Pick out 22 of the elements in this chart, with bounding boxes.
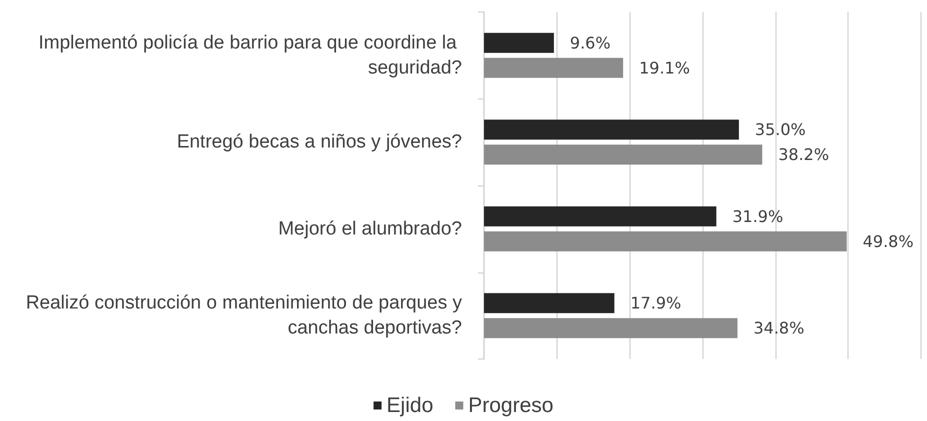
data-label: 49.8% [862,232,914,251]
data-label: 38.2% [778,145,830,164]
y-tick-label: Entregó becas a niños y jóvenes? [176,132,462,153]
data-label: 31.9% [732,206,784,226]
bar [484,231,847,252]
bar [484,206,716,226]
bar [484,318,738,338]
y-tick-label: Mejoró el alumbrado? [278,218,462,240]
y-tick-label: Implementó policía de barrio para que coordine la seguridad? [38,32,462,78]
legend-label: Ejido [386,394,434,417]
data-label: 35.0% [754,120,806,140]
y-tick-label: Realizó construcción o mantenimiento de parques y canchas deportivas? [26,292,462,339]
data-label: 17.9% [630,294,682,313]
data-label: 34.8% [753,318,804,338]
data-label: 19.1% [639,58,690,78]
bar [484,120,739,140]
bar [484,144,762,165]
legend-label: Progreso [468,394,554,417]
bar [484,58,624,78]
data-label: 9.6% [570,33,611,52]
bar [484,293,614,314]
bar [484,32,554,53]
